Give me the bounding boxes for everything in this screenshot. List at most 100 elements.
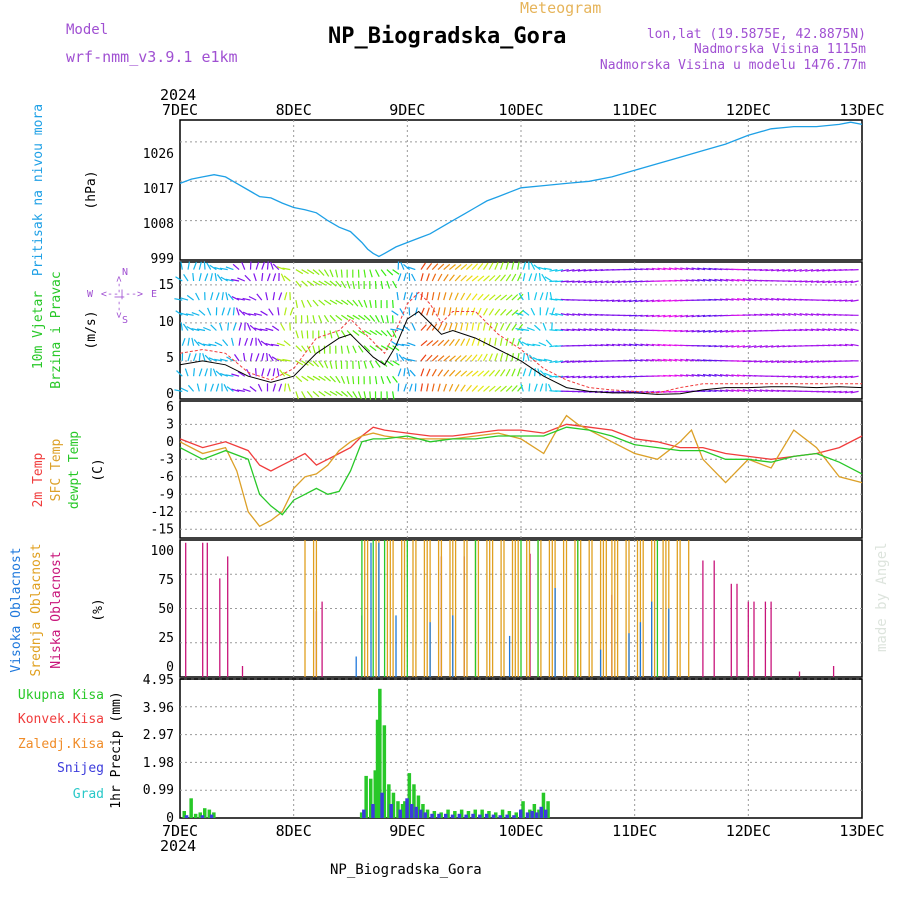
wind-arrow [549,360,558,364]
wind-arrow [725,298,734,301]
wind-arrow [324,390,332,397]
wind-arrow [363,329,372,336]
precip-snow-bar [471,813,475,818]
wind-arrow [329,360,333,369]
wind-arrow [850,328,859,332]
wind-arrow [583,280,592,284]
wind-arrow [357,299,363,308]
wind-arrow [443,355,451,362]
wind-arrow [708,389,717,392]
wind-ylabel-2: Brzina i Pravac [49,271,64,388]
precip-legend-hail: Grad [73,787,104,802]
wind-arrow [539,383,544,392]
compass-n: N [122,267,128,278]
wind-arrow [566,313,575,316]
precip-total-bar [541,792,546,818]
wind-arrow [180,297,189,301]
wind-arrow [488,369,496,377]
wind-arrow [494,353,499,362]
wind-arrow [505,368,511,377]
wind-arrow [437,323,443,331]
wind-arrow [431,263,439,271]
wind-arrow [663,267,672,271]
wind-arrow [714,278,723,282]
x-tick-top-11dec: 11DEC [612,101,657,119]
wind-arrow [341,390,348,397]
wind-arrow [202,353,206,362]
wind-arrow [358,329,366,336]
wind-arrow [219,267,228,271]
wind-arrow [306,299,312,308]
wind-arrow [318,375,326,382]
wind-arrow [776,360,785,364]
wind-arrow [517,261,520,270]
wind-arrow [284,292,288,301]
wind-arrow [431,307,435,316]
precip-snow-bar [450,814,455,818]
precip-snow-bar [464,814,468,818]
wind-arrow [407,368,411,377]
wind-arrow [408,307,411,316]
wind-arrow [443,307,446,316]
wind-arrow [198,352,201,361]
wind-arrow [295,330,299,339]
wind-arrow [411,273,416,282]
wind-arrow [443,339,450,347]
wind-arrow [822,360,831,363]
wind-arrow [335,314,343,321]
wind-arrow [572,269,581,272]
wind-arrow [283,340,291,347]
wind-arrow [657,267,666,271]
wind-arrow [215,383,220,392]
wind-arrow [363,269,366,278]
wind-arrow [589,344,598,347]
wind-arrow [583,360,592,363]
wind-arrow [505,385,513,392]
wind-arrow [295,269,304,275]
wind-arrow [714,373,723,377]
wind-arrow [460,263,468,271]
wind-arrow [272,383,277,392]
wind-arrow [714,389,723,392]
wind-arrow [731,389,740,392]
wind-arrow [708,267,717,271]
wind-arrow [426,340,434,347]
wind-arrow [537,368,541,377]
wind-arrow [363,299,368,308]
wind-arrow [477,353,483,362]
wind-arrow [782,269,791,272]
wind-arrow [268,308,274,316]
wind-arrow [483,275,490,282]
wind-arrow [261,261,265,270]
temp-series-line [179,414,863,528]
wind-arrow [210,324,217,331]
wind-arrow [340,280,347,289]
wind-arrow [402,356,410,362]
compass-e: E [151,289,157,300]
wind-arrow [839,299,848,302]
wind-arrow [477,385,485,392]
wind-arrow [534,292,538,301]
wind-arrow [208,343,217,347]
wind-arrow [295,280,302,288]
wind-arrow [266,273,271,282]
wind-arrow [191,328,200,332]
wind-arrow [742,279,751,282]
wind-arrow [771,297,780,301]
wind-arrow [511,273,517,282]
wind-arrow [663,358,672,362]
wind-arrow [640,359,649,362]
wind-arrow [634,299,643,303]
wind-arrow [324,375,331,382]
wind-arrow [253,312,262,316]
wind-arrow [759,360,768,363]
wind-arrow [483,262,489,270]
wind-arrow [242,297,251,301]
precip-total-bar [403,801,407,818]
wind-arrow [214,358,223,362]
wind-arrow [482,308,488,316]
wind-arrow [431,354,439,362]
wind-arrow [827,375,837,379]
wind-arrow [448,383,454,392]
wind-arrow [702,390,711,392]
